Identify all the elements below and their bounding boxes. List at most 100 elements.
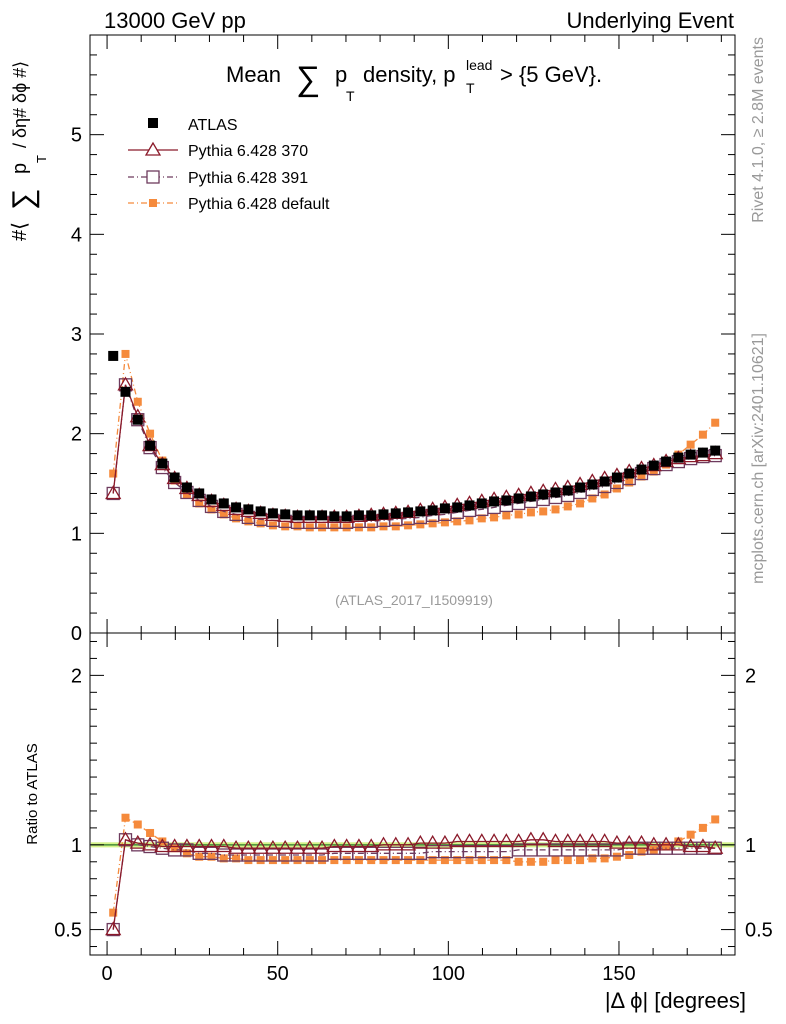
data-point-atlas [157,458,168,469]
ratio-point-pythia-6.428-370 [105,921,122,936]
ratio-point-pythia-6.428-default [588,854,597,863]
main-series [105,349,724,532]
legend: ATLAS Pythia 6.428 370 Pythia 6.428 391 … [128,117,330,213]
data-point-pythia-6.428-default [428,519,437,528]
ratio-point-pythia-6.428-370 [203,838,220,853]
ratio-point-pythia-6.428-default [354,856,363,865]
ratio-point-pythia-6.428-default [109,908,118,917]
main-y-tick-label: 0 [71,623,82,645]
ratio-point-pythia-6.428-370 [166,838,183,853]
main-panel-frame [89,34,736,634]
ratio-point-pythia-6.428-370 [227,839,245,854]
ratio-point-pythia-6.428-default [453,856,462,865]
ratio-point-pythia-6.428-default [146,828,155,837]
main-ylabel: #⟨ ∑ p T / δη# δϕ #⟩ [7,61,49,241]
title-p: p [335,62,347,87]
data-point-atlas [329,511,340,522]
data-point-atlas [366,510,377,521]
ratio-point-pythia-6.428-default [182,849,191,858]
ratio-point-pythia-6.428-370 [510,833,527,848]
data-point-atlas [304,510,315,521]
ratio-point-pythia-6.428-default [428,856,437,865]
data-point-pythia-6.428-default [244,517,253,526]
ylabel-p: p [9,163,31,174]
data-point-pythia-6.428-default [465,516,474,525]
ratio-point-pythia-6.428-default [698,823,707,832]
ratio-point-pythia-6.428-default [526,857,535,866]
ratio-point-pythia-6.428-370 [449,833,466,848]
ratio-point-pythia-6.428-370 [547,833,564,848]
ratio-point-pythia-6.428-370 [424,834,441,849]
main-panel: 0 1 2 3 4 5 Mean ∑ p T density, p lead T > {5… [71,34,736,645]
ratio-point-pythia-6.428-370 [522,831,540,846]
legend-marker-atlas [148,118,158,128]
ratio-point-pythia-6.428-370 [694,838,712,853]
ratio-point-pythia-6.428-default [195,852,204,861]
ratio-panel-frame [89,632,736,956]
data-point-atlas [353,510,364,521]
data-point-pythia-6.428-default [514,510,523,519]
ratio-point-pythia-6.428-default [686,830,695,839]
data-point-pythia-6.428-default [637,472,646,481]
ratio-point-pythia-6.428-370 [252,839,269,854]
ratio-point-pythia-6.428-370 [313,839,331,854]
ratio-point-pythia-6.428-370 [596,833,613,848]
main-y-tick-label: 3 [71,324,82,346]
title-sum: ∑ [296,60,320,98]
ratio-point-pythia-6.428-default [600,854,609,863]
legend-marker-370 [144,141,162,156]
ratio-point-pythia-6.428-370 [264,839,282,854]
data-point-pythia-6.428-default [502,511,511,520]
ratio-point-pythia-6.428-370 [363,838,380,853]
ratio-point-pythia-6.428-default [305,856,314,865]
data-point-atlas [489,496,500,507]
ratio-point-pythia-6.428-370 [129,834,146,849]
header-left: 13000 GeV pp [104,8,246,33]
ylabel-sum: ∑ [7,189,40,210]
ratio-point-pythia-6.428-default [563,856,572,865]
ratio-point-pythia-6.428-370 [350,838,368,853]
ratio-point-pythia-6.428-370 [117,831,134,846]
ratio-point-pythia-6.428-default [281,856,290,865]
ylabel-t: T [34,155,49,163]
data-point-pythia-6.428-default [391,522,400,531]
data-point-atlas [280,509,291,520]
ratio-point-pythia-6.428-default [502,856,511,865]
ratio-y-ticks: 0.5 0.5 1 1 2 2 [54,640,773,948]
data-point-atlas [501,495,512,506]
series-line-pythia-6.428-default [112,353,716,529]
data-point-atlas [341,511,352,522]
ratio-point-pythia-6.428-default [391,856,400,865]
data-point-atlas [587,479,598,490]
data-point-pythia-6.428-default [342,523,351,532]
ratio-point-pythia-6.428-default [367,856,376,865]
data-point-atlas [611,472,622,483]
ratio-point-pythia-6.428-370 [473,833,490,848]
data-point-atlas [145,440,156,451]
legend-marker-default [149,199,157,207]
ratio-y-tick-label: 0.5 [54,920,82,942]
ratio-y-tick-label: 2 [71,665,82,687]
title-main: Mean [226,62,281,87]
plot-title: Mean ∑ p T density, p lead T > {5 GeV}. [226,57,602,104]
main-y-ticks: 0 1 2 3 4 5 [71,34,735,645]
data-point-pythia-6.428-default [711,418,720,427]
watermark: (ATLAS_2017_I1509919) [335,592,493,608]
data-point-pythia-6.428-default [330,523,339,532]
data-point-pythia-6.428-default [182,490,191,499]
ratio-point-pythia-6.428-370 [436,834,454,849]
data-point-atlas [206,494,217,505]
data-point-pythia-6.428-default [318,523,327,532]
data-point-pythia-6.428-default [563,502,572,511]
ratio-panel: 0.5 0.5 1 1 2 2 [54,632,773,956]
data-point-pythia-6.428-default [232,514,241,523]
ratio-point-pythia-6.428-default [170,844,179,853]
data-point-atlas [538,489,549,500]
ratio-point-pythia-6.428-370 [326,838,343,853]
ratio-point-pythia-6.428-default [330,856,339,865]
ratio-y-tick-label-right: 2 [745,665,756,687]
ratio-point-pythia-6.428-default [625,851,634,860]
ratio-point-pythia-6.428-370 [154,838,171,853]
ratio-point-pythia-6.428-370 [621,834,638,849]
data-point-pythia-6.428-default [588,494,597,503]
